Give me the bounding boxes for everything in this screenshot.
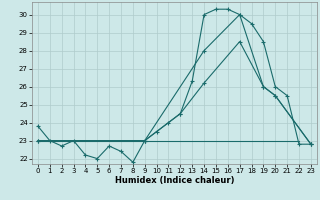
X-axis label: Humidex (Indice chaleur): Humidex (Indice chaleur): [115, 176, 234, 185]
